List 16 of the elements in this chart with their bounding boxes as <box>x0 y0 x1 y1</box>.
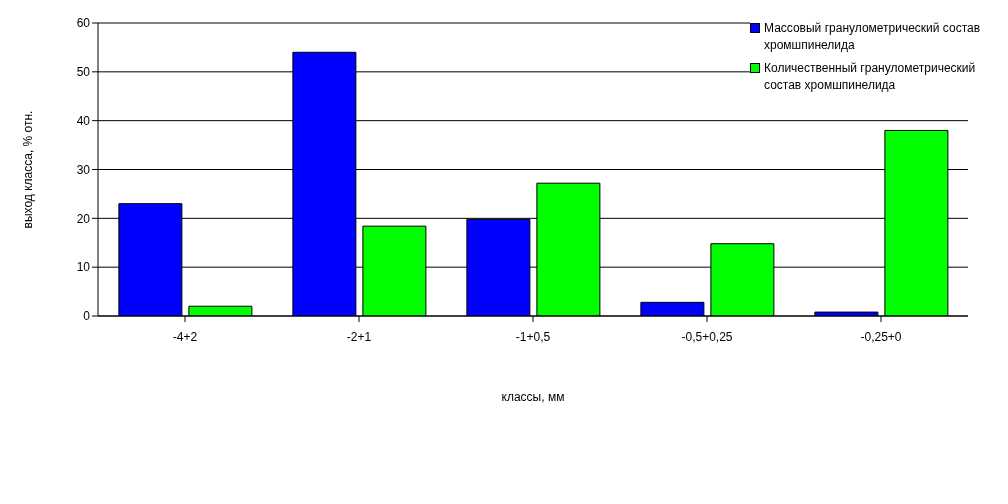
x-tick-label: -2+1 <box>346 329 372 344</box>
y-tick-label: 20 <box>76 211 91 226</box>
x-tick-label: -0,25+0 <box>860 329 902 344</box>
y-tick-label: 10 <box>76 260 91 275</box>
y-tick-label: 40 <box>76 113 91 128</box>
x-tick-label: -1+0,5 <box>515 329 551 344</box>
y-tick-label: 60 <box>76 16 91 31</box>
y-tick-label: 30 <box>76 162 91 177</box>
legend-label: Массовый гранулометрический состав хромшпинелида <box>764 20 982 54</box>
x-axis-title: классы, мм <box>501 390 565 404</box>
x-tick-label: -4+2 <box>172 329 198 344</box>
legend-label: Количественный гранулометрический состав хромшпинелида <box>764 60 977 94</box>
y-tick-label: 0 <box>83 309 91 324</box>
y-axis-title: выход класса, % отн. <box>21 110 36 229</box>
x-tick-label: -0,5+0,25 <box>681 329 733 344</box>
y-tick-label: 50 <box>76 65 91 80</box>
